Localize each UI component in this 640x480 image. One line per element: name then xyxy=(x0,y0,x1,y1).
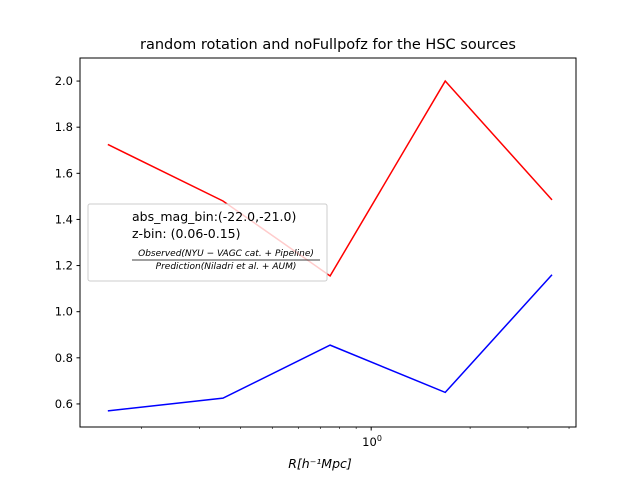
series-line-1 xyxy=(107,79,553,278)
y-tick-label: 1.2 xyxy=(55,259,73,273)
legend-line-2: z-bin: (0.06-0.15) xyxy=(132,226,241,241)
legend-fraction-numerator: Observed(NYU − VAGC cat. + Pipeline) xyxy=(138,249,314,259)
chart-title: random rotation and noFullpofz for the H… xyxy=(140,37,516,53)
series-line-2 xyxy=(107,274,553,412)
legend-fraction-denominator: Prediction(Niladri et al. + AUM) xyxy=(156,262,297,272)
y-tick-label: 1.4 xyxy=(55,212,73,226)
legend-line-1: abs_mag_bin:(-22.0,-21.0) xyxy=(132,209,296,224)
y-tick-label: 0.8 xyxy=(55,351,73,365)
y-tick-label: 1.8 xyxy=(55,120,73,134)
y-tick-label: 0.6 xyxy=(55,397,73,411)
axes-frame xyxy=(79,57,577,428)
plot-area xyxy=(107,79,553,412)
legend: abs_mag_bin:(-22.0,-21.0) z-bin: (0.06-0… xyxy=(87,203,328,282)
y-tick-label: 1.6 xyxy=(55,166,73,180)
x-axis-label: R[h⁻¹Mpc] xyxy=(288,456,352,471)
y-tick-label: 2.0 xyxy=(55,74,73,88)
axis-ticks: 0.6 0.8 1.0 1.2 1.4 1.6 1.8 2.0 xyxy=(55,74,570,431)
y-tick-label: 1.0 xyxy=(55,305,73,319)
legend-box xyxy=(87,203,328,282)
